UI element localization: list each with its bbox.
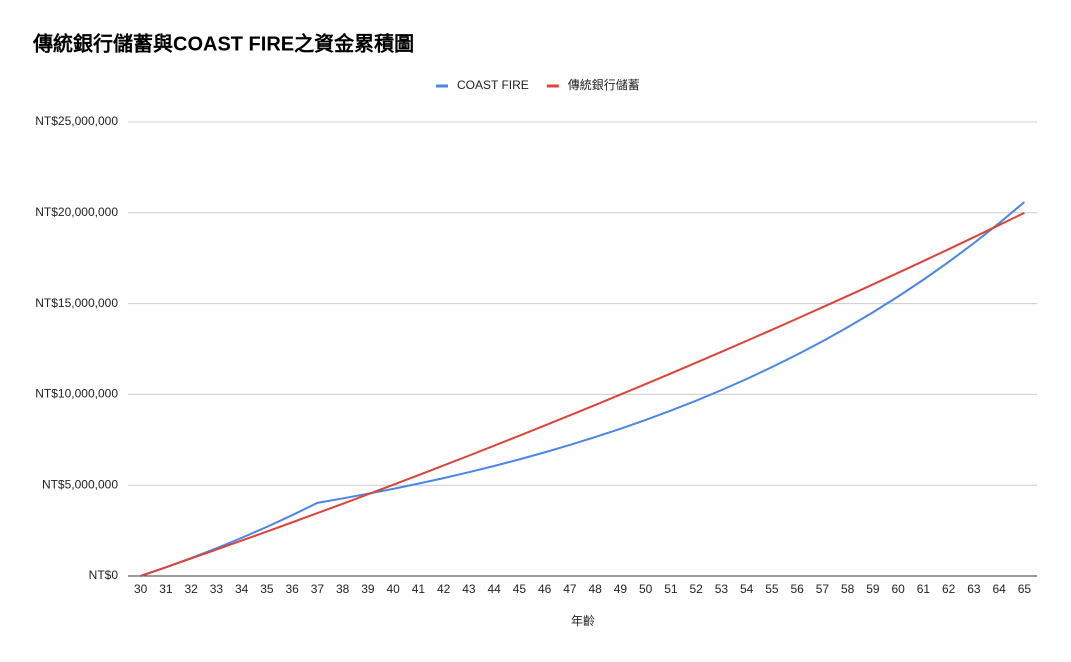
x-tick-label: 45 (513, 582, 527, 596)
x-tick-label: 43 (462, 582, 476, 596)
x-tick-label: 30 (134, 582, 148, 596)
x-tick-label: 37 (311, 582, 325, 596)
x-tick-label: 47 (563, 582, 577, 596)
y-tick-label: NT$20,000,000 (35, 205, 118, 219)
x-tick-label: 64 (992, 582, 1006, 596)
x-tick-label: 35 (260, 582, 274, 596)
x-tick-label: 48 (588, 582, 602, 596)
x-tick-label: 58 (841, 582, 855, 596)
y-tick-label: NT$10,000,000 (35, 387, 118, 401)
x-tick-label: 34 (235, 582, 249, 596)
y-tick-label: NT$15,000,000 (35, 296, 118, 310)
x-tick-label: 39 (361, 582, 375, 596)
x-tick-label: 56 (790, 582, 804, 596)
x-tick-label: 38 (336, 582, 350, 596)
x-tick-label: 62 (942, 582, 956, 596)
y-tick-label: NT$25,000,000 (35, 114, 118, 128)
legend-label: COAST FIRE (457, 78, 529, 92)
x-tick-label: 52 (689, 582, 703, 596)
x-tick-label: 32 (184, 582, 198, 596)
y-tick-label: NT$5,000,000 (42, 477, 118, 491)
x-tick-label: 63 (967, 582, 981, 596)
x-tick-label: 65 (1018, 582, 1032, 596)
x-tick-label: 54 (740, 582, 754, 596)
x-tick-label: 44 (487, 582, 501, 596)
series-line (140, 201, 1026, 577)
x-tick-label: 40 (386, 582, 400, 596)
x-tick-label: 42 (437, 582, 451, 596)
chart-title: 傳統銀行儲蓄與COAST FIRE之資金累積圖 (32, 31, 414, 55)
legend-label: 傳統銀行儲蓄 (568, 78, 640, 92)
x-tick-label: 59 (866, 582, 880, 596)
x-tick-label: 51 (664, 582, 678, 596)
x-tick-label: 31 (159, 582, 173, 596)
x-tick-label: 46 (538, 582, 552, 596)
x-tick-label: 33 (210, 582, 224, 596)
x-tick-label: 50 (639, 582, 653, 596)
x-tick-label: 55 (765, 582, 779, 596)
x-axis-label: 年齡 (571, 614, 595, 628)
x-tick-label: 53 (715, 582, 729, 596)
x-tick-label: 36 (285, 582, 299, 596)
x-tick-label: 60 (891, 582, 905, 596)
x-tick-label: 49 (614, 582, 628, 596)
series-line (140, 211, 1025, 577)
x-tick-label: 61 (917, 582, 931, 596)
x-tick-label: 57 (816, 582, 830, 596)
x-tick-label: 41 (412, 582, 426, 596)
y-tick-label: NT$0 (89, 568, 119, 582)
